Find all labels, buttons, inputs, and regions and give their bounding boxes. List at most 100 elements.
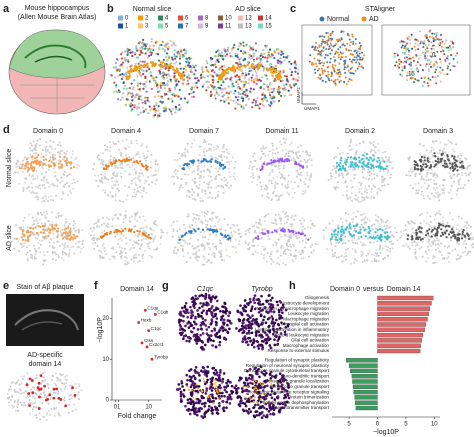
dot bbox=[234, 246, 237, 249]
dot bbox=[223, 217, 226, 220]
dot bbox=[36, 234, 39, 237]
dot bbox=[144, 219, 147, 222]
dot bbox=[43, 235, 46, 239]
dot bbox=[439, 225, 442, 228]
dot bbox=[165, 83, 168, 86]
dot bbox=[281, 210, 284, 213]
dot bbox=[228, 52, 232, 55]
dot bbox=[359, 58, 362, 61]
dot bbox=[375, 227, 378, 230]
dot bbox=[445, 46, 448, 49]
dot bbox=[252, 52, 256, 55]
dot bbox=[193, 66, 196, 69]
dot bbox=[177, 71, 180, 75]
dot bbox=[128, 216, 131, 219]
dot bbox=[132, 256, 135, 259]
dot bbox=[25, 178, 28, 181]
dot bbox=[427, 238, 430, 241]
dot bbox=[471, 246, 474, 249]
dot bbox=[284, 235, 287, 238]
dot bbox=[178, 186, 181, 189]
dot bbox=[372, 196, 375, 199]
dot bbox=[263, 94, 266, 97]
dot bbox=[217, 54, 220, 58]
dot bbox=[355, 198, 358, 201]
dot bbox=[102, 189, 105, 192]
dot bbox=[283, 222, 286, 225]
dot bbox=[315, 65, 318, 68]
dot bbox=[90, 234, 93, 237]
dot bbox=[18, 165, 21, 168]
dot bbox=[290, 149, 293, 152]
dot bbox=[149, 236, 152, 240]
dot bbox=[226, 234, 230, 237]
dot bbox=[252, 98, 256, 101]
dot bbox=[191, 245, 194, 248]
dot bbox=[268, 174, 271, 177]
dot bbox=[463, 183, 466, 186]
dot bbox=[51, 229, 54, 232]
dot bbox=[90, 237, 93, 240]
dot bbox=[279, 194, 282, 197]
dot bbox=[238, 66, 242, 69]
dot bbox=[181, 75, 184, 78]
dot bbox=[39, 231, 43, 234]
dot bbox=[297, 150, 300, 153]
dot bbox=[34, 185, 37, 188]
dot bbox=[146, 242, 149, 245]
dot bbox=[277, 195, 280, 198]
dot bbox=[377, 260, 380, 263]
dot bbox=[150, 256, 153, 259]
dot bbox=[172, 229, 175, 232]
dot bbox=[146, 165, 149, 169]
dot bbox=[348, 164, 351, 167]
dot bbox=[126, 53, 129, 57]
dot bbox=[154, 160, 157, 163]
dot bbox=[255, 226, 258, 229]
dot bbox=[182, 223, 185, 226]
dot bbox=[285, 187, 288, 190]
dot bbox=[359, 226, 362, 229]
dot bbox=[419, 222, 422, 225]
dot bbox=[129, 51, 132, 54]
dot bbox=[199, 174, 202, 177]
dot bbox=[339, 217, 342, 220]
dot bbox=[51, 156, 54, 159]
dot bbox=[130, 109, 133, 112]
dot bbox=[261, 93, 264, 96]
dot bbox=[334, 238, 337, 241]
dot bbox=[346, 172, 349, 175]
dot bbox=[338, 152, 341, 155]
dot bbox=[54, 154, 57, 157]
dot bbox=[206, 160, 209, 163]
dot bbox=[452, 42, 455, 45]
dot bbox=[163, 73, 167, 76]
dot bbox=[165, 76, 169, 79]
dot bbox=[404, 60, 407, 63]
dot bbox=[48, 231, 51, 234]
dot bbox=[351, 61, 354, 64]
dot bbox=[460, 171, 463, 174]
dot bbox=[337, 227, 340, 230]
dot bbox=[439, 213, 442, 216]
dot bbox=[378, 223, 381, 226]
dot bbox=[280, 143, 283, 146]
dot bbox=[327, 48, 330, 51]
dot bbox=[169, 80, 172, 83]
dot bbox=[192, 159, 195, 162]
dot bbox=[177, 95, 180, 98]
dot bbox=[340, 156, 343, 160]
dot bbox=[247, 82, 250, 85]
dot bbox=[102, 167, 106, 170]
dot bbox=[57, 253, 60, 256]
dot bbox=[211, 211, 214, 214]
dot bbox=[383, 160, 386, 163]
dot bbox=[89, 227, 92, 230]
dot bbox=[260, 163, 263, 166]
dot bbox=[277, 151, 280, 154]
dot bbox=[253, 244, 256, 247]
dot bbox=[437, 199, 440, 202]
dot bbox=[276, 61, 280, 65]
dot bbox=[136, 82, 140, 85]
dot bbox=[456, 241, 459, 244]
